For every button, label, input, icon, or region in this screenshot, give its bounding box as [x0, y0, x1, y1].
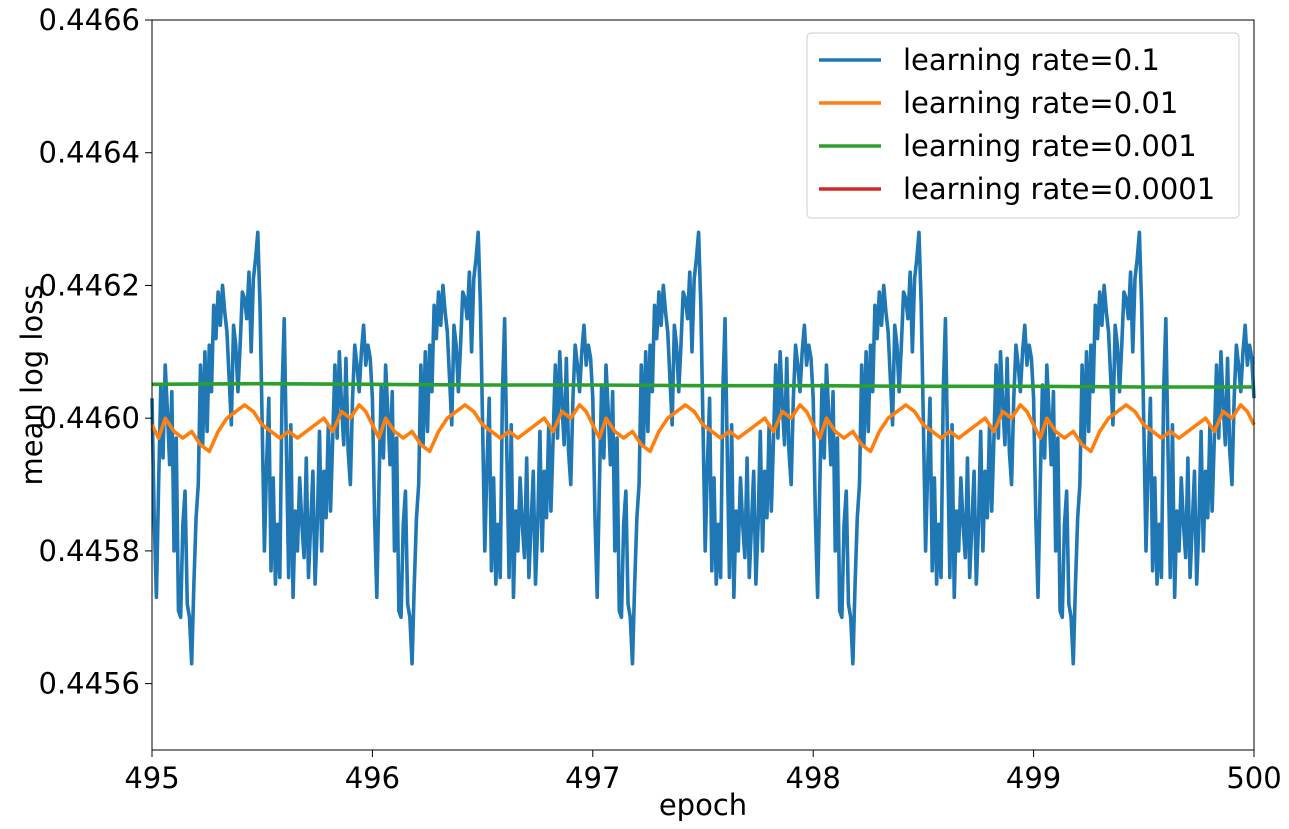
x-axis: 495 496 497 498 499 500 — [124, 750, 1282, 795]
series-layer — [150, 230, 1256, 666]
y-axis-label: mean log loss — [15, 285, 49, 486]
legend-label-1: learning rate=0.01 — [903, 86, 1178, 120]
y-tick-label: 0.4460 — [39, 401, 140, 435]
series-line-1 — [150, 403, 1256, 454]
legend-label-3: learning rate=0.0001 — [903, 172, 1215, 206]
x-tick-label: 499 — [1006, 761, 1061, 795]
legend-box — [806, 32, 1240, 219]
legend-label-2: learning rate=0.001 — [903, 129, 1197, 163]
x-tick-label: 500 — [1226, 761, 1281, 795]
x-axis-label: epoch — [659, 788, 747, 822]
x-tick-label: 498 — [786, 761, 841, 795]
x-tick-label: 496 — [345, 761, 400, 795]
x-tick-label: 497 — [565, 761, 620, 795]
legend-label-0: learning rate=0.1 — [903, 43, 1160, 77]
plot-frame — [151, 19, 1255, 751]
x-tick-label: 495 — [124, 761, 179, 795]
y-tick-label: 0.4456 — [39, 667, 140, 701]
y-tick-label: 0.4458 — [39, 534, 140, 568]
series-line-2 — [151, 381, 1254, 389]
y-axis: 0.4456 0.4458 0.4460 0.4462 0.4464 0.4466 — [39, 3, 152, 701]
y-tick-label: 0.4466 — [39, 3, 140, 37]
y-tick-label: 0.4462 — [39, 268, 140, 302]
y-tick-label: 0.4464 — [39, 136, 140, 170]
legend: learning rate=0.1 learning rate=0.01 learn… — [806, 32, 1240, 219]
